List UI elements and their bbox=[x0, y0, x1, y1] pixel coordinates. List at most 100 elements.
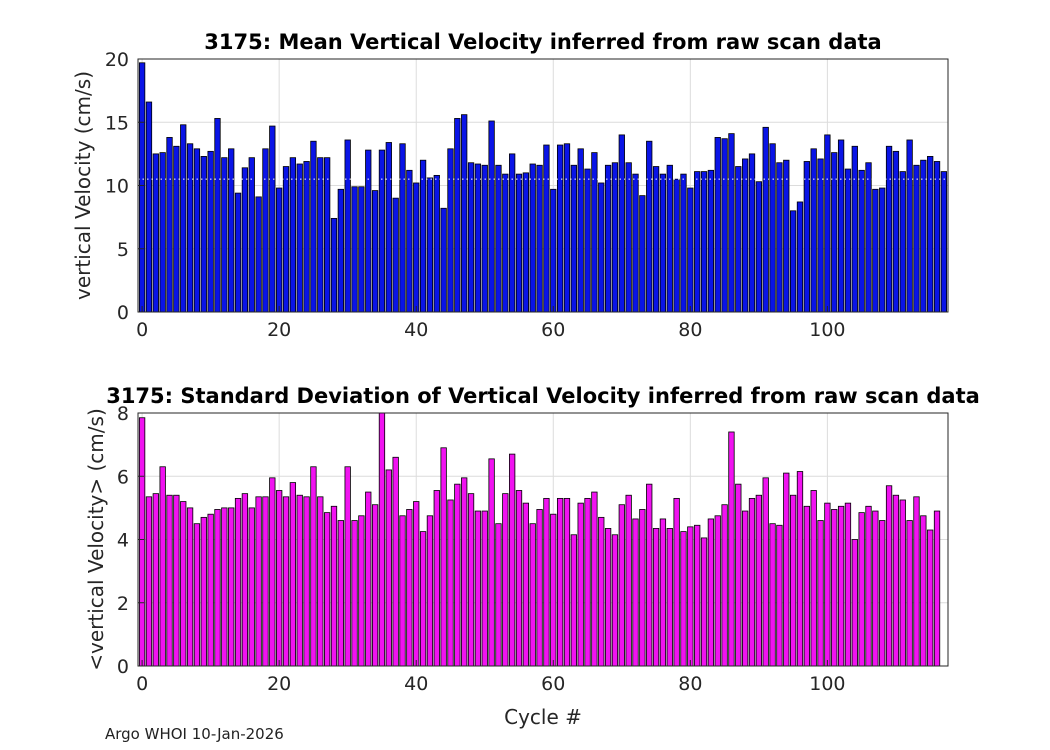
bar bbox=[536, 164, 543, 313]
bar bbox=[646, 483, 653, 667]
bar bbox=[447, 499, 454, 667]
bar bbox=[735, 166, 742, 313]
bar bbox=[865, 162, 872, 313]
footer-credit: Argo WHOI 10-Jan-2026 bbox=[105, 725, 284, 743]
bar bbox=[529, 523, 536, 667]
bar bbox=[920, 515, 927, 667]
x-tick-label: 60 bbox=[541, 319, 565, 341]
y-tick-label: 5 bbox=[117, 239, 129, 261]
bar bbox=[145, 101, 153, 313]
bar bbox=[255, 196, 262, 313]
bar bbox=[323, 512, 331, 667]
mean-velocity-chart: 0 5 10 15 20 0 20 40 60 80 100 3175: Mean Vertica… bbox=[71, 30, 949, 341]
bar bbox=[618, 134, 625, 313]
y-axis-label: <vertical Velocity> (cm/s) bbox=[84, 408, 108, 671]
bar bbox=[330, 217, 338, 313]
bar bbox=[666, 164, 673, 313]
bar bbox=[824, 134, 831, 313]
bar bbox=[694, 171, 701, 313]
x-tick-label: 40 bbox=[404, 319, 428, 341]
bar bbox=[166, 494, 173, 667]
bar bbox=[378, 149, 386, 313]
bar bbox=[426, 515, 434, 667]
bar bbox=[234, 192, 242, 313]
bar bbox=[865, 505, 872, 667]
bar bbox=[625, 494, 632, 667]
bar bbox=[310, 466, 317, 667]
bar bbox=[659, 173, 667, 313]
bar bbox=[796, 201, 804, 313]
bar bbox=[385, 469, 392, 667]
bar bbox=[358, 186, 365, 313]
bar bbox=[488, 458, 495, 667]
bar bbox=[707, 518, 715, 667]
bar bbox=[303, 496, 310, 667]
bar bbox=[193, 148, 201, 313]
bar bbox=[399, 143, 406, 313]
bar bbox=[550, 513, 557, 667]
bar bbox=[543, 144, 550, 313]
bar bbox=[159, 466, 166, 667]
bar bbox=[789, 210, 797, 313]
bar bbox=[700, 171, 708, 313]
bar bbox=[392, 456, 399, 667]
bar bbox=[365, 149, 372, 313]
bar bbox=[618, 504, 625, 667]
bar bbox=[721, 504, 728, 667]
bar bbox=[207, 513, 214, 667]
bar bbox=[228, 507, 235, 667]
bar bbox=[584, 497, 591, 667]
bar bbox=[803, 161, 810, 313]
bar bbox=[632, 173, 639, 313]
bar bbox=[892, 150, 900, 313]
bar bbox=[337, 188, 344, 313]
bar bbox=[748, 153, 756, 313]
bar bbox=[556, 144, 564, 313]
bar bbox=[440, 447, 447, 667]
bar bbox=[755, 181, 762, 313]
y-tick-label: 8 bbox=[117, 403, 129, 425]
bar bbox=[392, 197, 399, 313]
bar bbox=[776, 524, 783, 667]
bar bbox=[700, 537, 708, 667]
bar bbox=[673, 497, 680, 667]
bar bbox=[742, 158, 749, 313]
bar bbox=[262, 148, 269, 313]
bar bbox=[276, 490, 283, 667]
bar bbox=[694, 524, 701, 667]
x-tick-label: 80 bbox=[678, 673, 702, 695]
bar bbox=[762, 126, 769, 313]
bar bbox=[186, 507, 194, 667]
bar bbox=[310, 140, 317, 313]
x-tick-label: 0 bbox=[136, 319, 148, 341]
bar bbox=[522, 172, 530, 313]
y-tick-label: 15 bbox=[105, 112, 129, 134]
bar bbox=[269, 125, 276, 313]
bar bbox=[783, 472, 790, 667]
bar bbox=[844, 502, 852, 667]
bar bbox=[851, 539, 858, 667]
bar bbox=[933, 161, 941, 313]
bar bbox=[289, 157, 297, 313]
bar bbox=[687, 187, 694, 313]
bar bbox=[474, 510, 482, 667]
bar bbox=[920, 159, 927, 313]
bar bbox=[173, 494, 180, 667]
bar bbox=[289, 482, 297, 667]
bar bbox=[413, 182, 420, 313]
bar bbox=[885, 145, 893, 313]
bar bbox=[879, 187, 886, 313]
bar bbox=[913, 496, 920, 667]
bar bbox=[509, 453, 516, 667]
bar bbox=[762, 477, 769, 667]
bar bbox=[426, 177, 434, 313]
bar bbox=[447, 148, 454, 313]
bar bbox=[803, 505, 810, 667]
chart-title: 3175: Standard Deviation of Vertical Vel… bbox=[106, 384, 980, 408]
y-axis-label: vertical Velocity (cm/s) bbox=[71, 71, 95, 300]
bar bbox=[461, 477, 468, 667]
bar bbox=[241, 493, 249, 667]
bar bbox=[639, 195, 646, 313]
bar bbox=[385, 142, 392, 313]
bar bbox=[344, 139, 351, 313]
